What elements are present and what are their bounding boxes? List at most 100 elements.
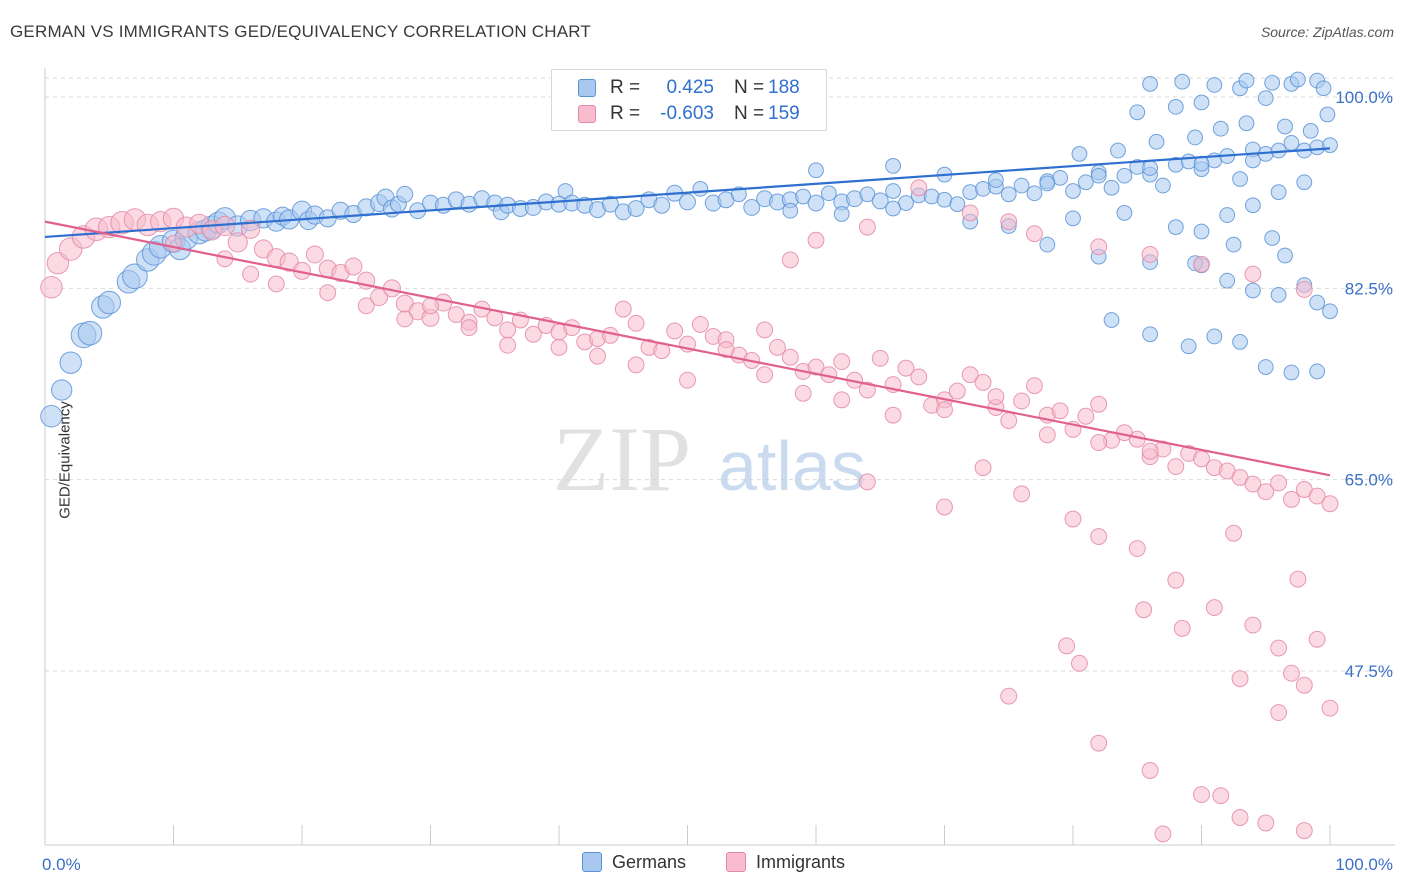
legend-r-label: R = — [610, 77, 641, 98]
data-point-germans — [692, 180, 709, 197]
tick-labels: 100.0% 82.5% 65.0% 47.5% 0.0% 100.0% — [42, 88, 1393, 874]
data-point-immigrants — [422, 297, 439, 315]
legend-row-germans: R = 0.425 N = 188 — [552, 75, 826, 101]
data-point-germans — [122, 263, 148, 290]
series-germans — [40, 71, 1338, 428]
data-point-germans — [833, 206, 850, 222]
data-point-germans — [1142, 75, 1158, 92]
data-point-immigrants — [1167, 458, 1185, 475]
data-point-immigrants — [948, 382, 966, 400]
data-point-immigrants — [1051, 402, 1069, 420]
data-point-germans — [1219, 272, 1236, 289]
data-point-immigrants — [1141, 442, 1159, 460]
legend-n-label: N = — [734, 77, 765, 98]
data-point-germans — [1103, 179, 1120, 196]
data-point-immigrants — [884, 406, 902, 424]
data-point-germans — [1319, 106, 1336, 123]
data-point-immigrants — [1026, 377, 1043, 395]
data-point-germans — [1013, 177, 1030, 194]
data-point-immigrants — [344, 257, 363, 276]
data-point-immigrants — [936, 401, 953, 419]
data-point-immigrants — [987, 388, 1005, 406]
data-point-immigrants — [1257, 483, 1275, 501]
data-point-germans — [1232, 171, 1248, 187]
y-axis-label: GED/Equivalency — [56, 401, 74, 519]
data-point-immigrants — [627, 314, 645, 332]
data-point-germans — [923, 188, 940, 205]
legend-n-label: N = — [734, 103, 765, 124]
data-point-germans — [782, 202, 799, 219]
data-point-germans — [1302, 122, 1319, 139]
data-point-immigrants — [769, 338, 786, 356]
data-point-germans — [885, 157, 901, 174]
data-point-immigrants — [550, 338, 568, 356]
data-point-germans — [1167, 219, 1184, 236]
data-point-germans — [1026, 185, 1043, 202]
data-point-immigrants — [305, 245, 324, 264]
data-point-immigrants — [1090, 238, 1108, 256]
data-point-immigrants — [666, 322, 684, 340]
data-point-immigrants — [1090, 395, 1108, 413]
data-point-immigrants — [1077, 407, 1095, 425]
immigrants-swatch — [578, 105, 596, 123]
data-point-immigrants — [717, 341, 735, 359]
data-point-germans — [1270, 286, 1287, 303]
data-point-immigrants — [589, 347, 606, 365]
data-point-germans — [1257, 359, 1274, 375]
legend-r-label: R = — [610, 103, 641, 124]
data-point-germans — [653, 196, 671, 214]
data-point-immigrants — [1308, 630, 1326, 648]
data-point-immigrants — [1090, 434, 1108, 451]
data-point-germans — [885, 183, 901, 199]
data-point-germans — [1296, 174, 1313, 191]
data-point-immigrants — [833, 391, 851, 409]
data-point-germans — [396, 185, 414, 203]
data-point-immigrants — [1283, 490, 1300, 508]
data-point-immigrants — [1013, 392, 1031, 410]
data-point-immigrants — [679, 371, 696, 389]
watermark-zip: ZIP — [553, 408, 691, 510]
data-point-immigrants — [1090, 734, 1108, 752]
data-point-immigrants — [807, 231, 825, 249]
data-point-germans — [1148, 133, 1165, 150]
data-point-germans — [820, 185, 837, 202]
data-point-immigrants — [936, 498, 953, 516]
data-point-immigrants — [910, 368, 928, 386]
data-point-immigrants — [961, 366, 979, 384]
data-point-immigrants — [1270, 704, 1288, 721]
data-point-immigrants — [1128, 540, 1146, 557]
data-point-germans — [1206, 328, 1223, 345]
data-point-immigrants — [1070, 654, 1088, 672]
data-point-immigrants — [1013, 485, 1031, 503]
data-point-germans — [601, 195, 619, 213]
data-point-germans — [1264, 74, 1281, 91]
x-tick-label: 100.0% — [1335, 855, 1393, 874]
data-point-immigrants — [1167, 571, 1185, 589]
watermark-atlas: atlas — [718, 427, 866, 505]
data-point-immigrants — [1283, 664, 1300, 682]
data-point-germans — [1187, 129, 1203, 146]
data-point-immigrants — [279, 252, 299, 272]
data-point-immigrants — [524, 325, 542, 343]
data-point-germans — [1277, 247, 1293, 264]
data-point-immigrants — [1295, 676, 1313, 694]
germans-r-value: 0.425 — [666, 77, 714, 98]
data-point-immigrants — [1244, 265, 1262, 283]
data-point-germans — [1129, 104, 1146, 121]
data-point-germans — [975, 180, 991, 197]
data-point-immigrants — [1064, 510, 1082, 528]
data-point-immigrants — [242, 265, 260, 283]
trend-line-germans — [44, 147, 1331, 239]
data-point-germans — [1245, 197, 1261, 214]
data-point-immigrants — [756, 366, 774, 384]
data-point-germans — [871, 192, 889, 210]
data-point-germans — [988, 172, 1004, 188]
data-point-germans — [1289, 71, 1306, 88]
legend: R = 0.425 N = 188 R = -0.603 N = 159 — [551, 69, 827, 131]
data-point-germans — [1225, 236, 1242, 253]
data-point-immigrants — [858, 381, 876, 399]
data-point-germans — [1322, 137, 1338, 154]
data-point-germans — [1039, 236, 1056, 253]
data-point-immigrants — [961, 204, 979, 222]
data-point-germans — [1039, 175, 1056, 192]
